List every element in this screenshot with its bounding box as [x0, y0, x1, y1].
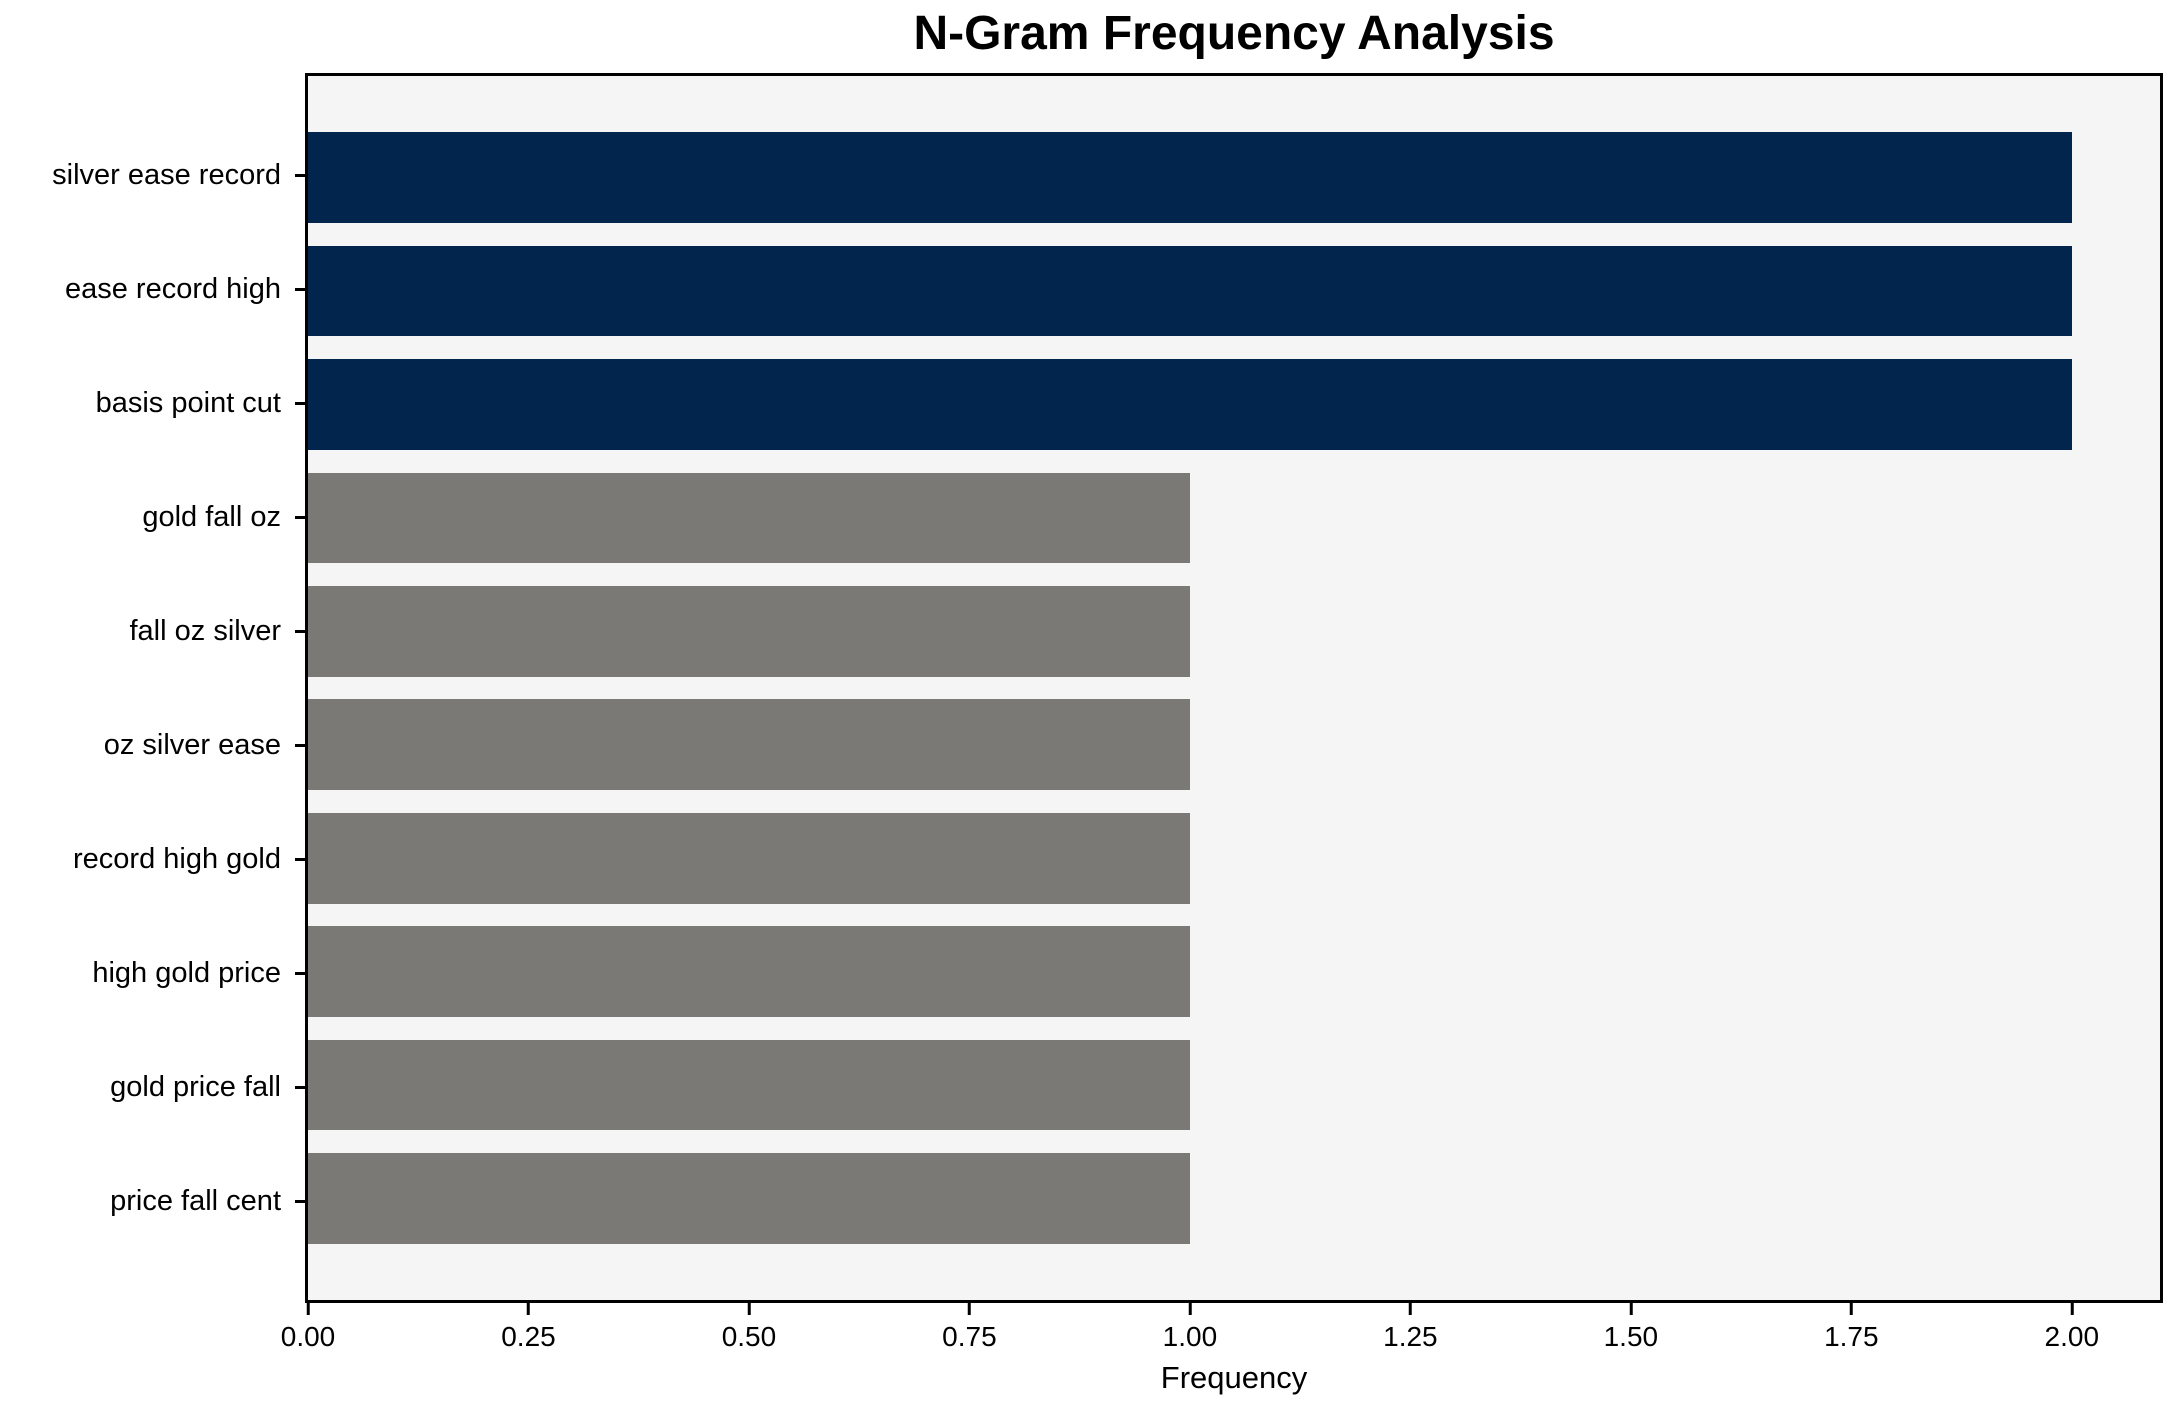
x-tick-mark — [1408, 1303, 1412, 1315]
bar — [308, 472, 1190, 564]
y-tick-mark — [295, 401, 305, 405]
x-tick-label: 0.25 — [501, 1321, 556, 1352]
y-axis-labels: silver ease record ease record high basis … — [0, 73, 305, 1303]
bar-row — [308, 688, 2160, 801]
bar — [308, 1153, 1190, 1244]
x-axis-tick: 1.75 — [1824, 1303, 1879, 1353]
x-axis-title: Frequency — [1160, 1360, 1308, 1395]
bar-row — [308, 121, 2160, 234]
x-tick-label: 1.25 — [1383, 1321, 1438, 1352]
y-tick-mark — [295, 515, 305, 519]
x-tick-mark — [1629, 1303, 1633, 1315]
category-label: basis point cut — [95, 386, 281, 419]
x-tick-mark — [1188, 1303, 1192, 1315]
x-tick-label: 1.00 — [1162, 1321, 1218, 1352]
x-axis-tick: 1.25 — [1383, 1303, 1438, 1353]
x-axis-tick: 1.00 — [1162, 1303, 1218, 1353]
category-label: fall oz silver — [129, 614, 282, 647]
y-label-row: oz silver ease — [0, 688, 305, 802]
y-label-row: fall oz silver — [0, 574, 305, 688]
x-axis-tick: 0.00 — [280, 1303, 336, 1353]
y-tick-mark — [295, 971, 305, 975]
bar-row — [308, 348, 2160, 461]
bar — [308, 1039, 1190, 1131]
y-label-row: price fall cent — [0, 1144, 305, 1258]
x-axis-tick: 2.00 — [2044, 1303, 2100, 1353]
y-label-row: basis point cut — [0, 346, 305, 460]
bar — [308, 245, 2072, 337]
category-label: record high gold — [73, 842, 281, 875]
x-tick-mark — [306, 1303, 310, 1315]
x-tick-label: 1.50 — [1603, 1321, 1659, 1352]
y-label-row: gold price fall — [0, 1030, 305, 1144]
x-tick-mark — [526, 1303, 530, 1315]
bar-row — [308, 801, 2160, 914]
x-tick-mark — [967, 1303, 971, 1315]
bar — [308, 699, 1190, 791]
category-label: gold fall oz — [142, 500, 281, 533]
x-axis-ticks: 0.00 0.25 0.50 0.75 1.00 1.25 1.50 1.75 2.00 — [281, 1303, 2160, 1373]
y-tick-mark — [295, 857, 305, 861]
y-tick-mark — [295, 743, 305, 747]
category-label: oz silver ease — [103, 728, 281, 761]
y-tick-mark — [295, 173, 305, 177]
bar — [308, 926, 1190, 1017]
bar-row — [308, 461, 2160, 574]
y-tick-mark — [295, 287, 305, 291]
x-tick-mark — [1849, 1303, 1853, 1315]
bar-series — [308, 76, 2160, 1300]
x-axis-tick: 0.75 — [942, 1303, 997, 1353]
y-label-row: gold fall oz — [0, 460, 305, 574]
bar — [308, 812, 1190, 904]
category-label: price fall cent — [110, 1184, 281, 1217]
x-axis-tick: 0.50 — [721, 1303, 777, 1353]
bar — [308, 359, 2072, 450]
x-axis-tick: 1.50 — [1603, 1303, 1659, 1353]
y-tick-mark — [295, 629, 305, 633]
y-label-row: high gold price — [0, 916, 305, 1030]
x-tick-mark — [2070, 1303, 2074, 1315]
category-label: gold price fall — [110, 1070, 281, 1103]
y-label-row: ease record high — [0, 232, 305, 346]
x-axis-tick: 0.25 — [501, 1303, 556, 1353]
bar-row — [308, 1142, 2160, 1255]
x-tick-label: 0.50 — [721, 1321, 777, 1352]
x-tick-label: 0.75 — [942, 1321, 997, 1352]
x-tick-label: 1.75 — [1824, 1321, 1879, 1352]
bar-row — [308, 915, 2160, 1028]
category-label: silver ease record — [52, 158, 281, 191]
y-label-row: silver ease record — [0, 118, 305, 232]
x-tick-label: 0.00 — [280, 1321, 336, 1352]
y-tick-mark — [295, 1199, 305, 1203]
y-label-row: record high gold — [0, 802, 305, 916]
bar-row — [308, 1028, 2160, 1141]
category-label: ease record high — [64, 272, 281, 305]
bar — [308, 585, 1190, 677]
bar-row — [308, 234, 2160, 347]
bar-row — [308, 575, 2160, 688]
x-tick-label: 2.00 — [2044, 1321, 2100, 1352]
x-tick-mark — [747, 1303, 751, 1315]
y-tick-mark — [295, 1085, 305, 1089]
bar — [308, 132, 2072, 224]
category-label: high gold price — [92, 956, 281, 989]
plot-area — [305, 73, 2163, 1303]
chart-title: N-Gram Frequency Analysis — [913, 7, 1555, 60]
